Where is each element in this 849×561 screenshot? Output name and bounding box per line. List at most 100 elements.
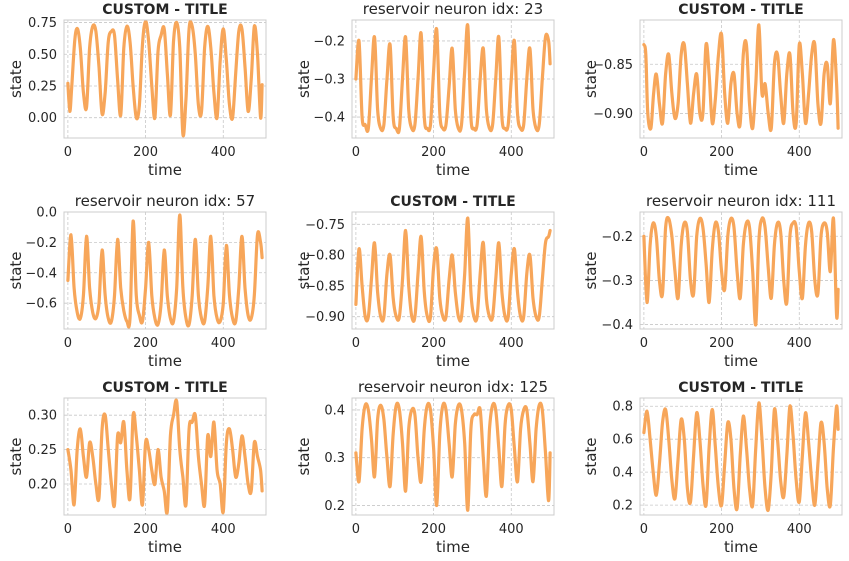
- subplot-6: 0 200 400 −0.4 −0.3 −0.2 time state reservoir ne…: [582, 192, 843, 370]
- y-tick-label: 0.30: [28, 409, 57, 424]
- subplot-title: CUSTOM - TITLE: [678, 380, 803, 396]
- x-tick-label: 400: [211, 145, 236, 160]
- y-tick-label: −0.85: [593, 58, 633, 73]
- subplot-1: 0 200 400 0.00 0.25 0.50 0.75 time state CUSTOM -…: [7, 2, 267, 179]
- subplot-9: 0 200 400 0.2 0.4 0.6 0.8 time state CUSTOM - TIT…: [582, 380, 843, 556]
- y-axis-label: state: [7, 438, 25, 476]
- y-axis-label: state: [7, 60, 25, 98]
- y-tick-label: −0.2: [313, 34, 345, 49]
- y-tick-label: 0.8: [612, 400, 633, 415]
- x-tick-label: 0: [64, 145, 72, 160]
- x-axis-label: time: [724, 352, 758, 370]
- subplot-7: 0 200 400 0.20 0.25 0.30 time state CUSTOM - TIT…: [7, 380, 267, 556]
- x-axis-label: time: [148, 538, 182, 556]
- axes-frame: [639, 19, 843, 139]
- subplot-3: 0 200 400 −0.90 −0.85 time state CUSTOM - TITLE: [582, 2, 843, 179]
- x-tick-label: 200: [421, 522, 446, 537]
- y-tick-label: 0.6: [612, 433, 633, 448]
- x-axis-label: time: [724, 161, 758, 179]
- x-tick-label: 400: [499, 522, 524, 537]
- x-tick-label: 200: [421, 145, 446, 160]
- y-tick-label: −0.2: [25, 236, 57, 251]
- series-line: [66, 398, 264, 515]
- y-tick-label: −0.90: [305, 310, 345, 325]
- y-tick-label: −0.75: [305, 218, 345, 233]
- subplot-title: reservoir neuron idx: 57: [75, 192, 255, 210]
- y-tick-label: −0.4: [25, 266, 57, 281]
- y-tick-label: 0.00: [28, 111, 57, 126]
- series-line: [354, 216, 552, 323]
- y-axis-label: state: [582, 438, 600, 476]
- x-tick-label: 0: [352, 145, 360, 160]
- subplot-title: CUSTOM - TITLE: [678, 2, 803, 18]
- y-tick-label: 0.0: [36, 206, 57, 221]
- x-tick-label: 0: [352, 336, 360, 351]
- y-tick-label: −0.85: [305, 279, 345, 294]
- series-line: [66, 213, 264, 329]
- x-tick-label: 400: [211, 522, 236, 537]
- x-tick-label: 0: [64, 522, 72, 537]
- y-tick-label: 0.2: [324, 499, 345, 514]
- y-axis-label: state: [295, 252, 313, 290]
- axes-frame: [351, 19, 555, 139]
- subplot-5: 0 200 400 −0.90 −0.85 −0.80 −0.75 time state CUST…: [295, 194, 555, 370]
- y-tick-label: −0.3: [313, 73, 345, 88]
- axes-frame: [63, 397, 267, 516]
- x-tick-label: 400: [211, 336, 236, 351]
- y-tick-label: −0.90: [593, 107, 633, 122]
- axes-frame: [639, 397, 843, 516]
- axes-frame: [63, 211, 267, 330]
- y-tick-label: −0.4: [601, 318, 633, 333]
- y-axis-label: state: [7, 252, 25, 290]
- x-tick-label: 400: [787, 145, 812, 160]
- x-tick-label: 0: [640, 522, 648, 537]
- y-tick-label: 0.3: [324, 451, 345, 466]
- x-axis-label: time: [148, 352, 182, 370]
- subplot-title: reservoir neuron idx: 23: [363, 0, 543, 18]
- x-tick-label: 0: [640, 336, 648, 351]
- subplot-2: 0 200 400 −0.4 −0.3 −0.2 time state reservoir ne…: [295, 0, 555, 179]
- x-tick-label: 400: [787, 336, 812, 351]
- subplot-title: reservoir neuron idx: 125: [358, 378, 548, 396]
- y-tick-label: 0.20: [28, 478, 57, 493]
- y-axis-label: state: [295, 60, 313, 98]
- x-axis-label: time: [724, 538, 758, 556]
- x-tick-label: 200: [133, 336, 158, 351]
- x-tick-label: 400: [787, 522, 812, 537]
- x-tick-label: 0: [352, 522, 360, 537]
- subplot-title: CUSTOM - TITLE: [390, 194, 515, 210]
- x-tick-label: 400: [499, 336, 524, 351]
- x-tick-label: 400: [499, 145, 524, 160]
- y-tick-label: −0.2: [601, 230, 633, 245]
- x-tick-label: 200: [421, 336, 446, 351]
- x-tick-label: 200: [133, 522, 158, 537]
- y-axis-label: state: [295, 438, 313, 476]
- y-tick-label: 0.75: [28, 16, 57, 31]
- y-axis-label: state: [582, 252, 600, 290]
- subplot-8: 0 200 400 0.2 0.3 0.4 time state reservoir neuro…: [295, 378, 555, 556]
- subplot-4: 0 200 400 −0.6 −0.4 −0.2 0.0 time state reservoir…: [7, 192, 267, 370]
- subplot-title: reservoir neuron idx: 111: [646, 192, 836, 210]
- series-line: [642, 215, 840, 327]
- x-axis-label: time: [436, 352, 470, 370]
- subplot-title: CUSTOM - TITLE: [102, 2, 227, 18]
- y-axis-label: state: [582, 60, 600, 98]
- series-line: [66, 20, 264, 138]
- y-tick-label: 0.4: [612, 466, 633, 481]
- y-tick-label: 0.4: [324, 403, 345, 418]
- x-tick-label: 0: [64, 336, 72, 351]
- y-tick-label: −0.4: [313, 111, 345, 126]
- x-axis-label: time: [148, 161, 182, 179]
- series-line: [642, 23, 840, 132]
- x-tick-label: 200: [709, 145, 734, 160]
- subplot-title: CUSTOM - TITLE: [102, 380, 227, 396]
- x-tick-label: 200: [133, 145, 158, 160]
- y-tick-label: 0.25: [28, 79, 57, 94]
- series-line: [642, 401, 840, 513]
- series-line: [354, 23, 552, 135]
- x-tick-label: 200: [709, 336, 734, 351]
- axes-frame: [351, 211, 555, 330]
- axes-frame: [63, 19, 267, 139]
